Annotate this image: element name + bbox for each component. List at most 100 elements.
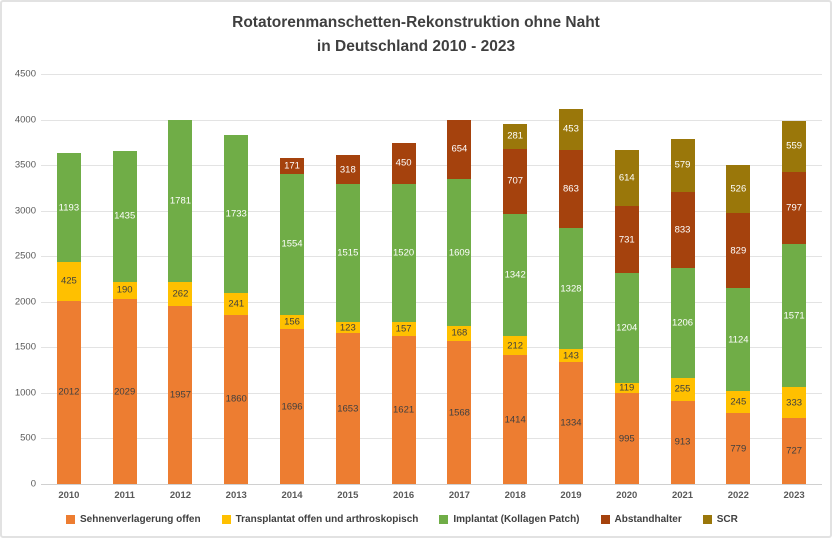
data-label: 707 [507,175,524,187]
data-label: 1733 [225,208,247,220]
bar-segment: 1571 [782,244,807,388]
legend-item: Abstandhalter [600,514,682,525]
gridline-500 [41,438,822,440]
legend-label: Transplantat offen und arthroskopisch [235,514,419,525]
bar-segment: 1957 [168,305,193,484]
bar-segment: 143 [558,349,583,363]
data-label: 2029 [114,386,136,398]
bar-segment: 1193 [56,153,81,262]
bar-segment: 1609 [447,179,472,326]
bar-segment: 863 [558,149,583,229]
data-label: 190 [116,284,133,296]
bar-segment: 1554 [280,173,305,316]
data-label: 333 [786,397,803,409]
bar-segment: 1781 [168,119,193,282]
data-label: 425 [60,275,77,287]
x-axis-tick-label: 2022 [727,490,749,501]
data-label: 1609 [448,247,470,259]
bar-segment: 262 [168,281,193,306]
data-label: 453 [563,123,579,135]
y-axis-tick-label: 500 [20,432,36,444]
y-axis-tick-label: 0 [30,478,36,490]
bar-segment: 829 [726,212,751,289]
bar-segment: 559 [782,120,807,172]
data-label: 829 [730,245,747,257]
gridline-2000 [41,301,822,303]
y-axis-tick-label: 1500 [14,341,36,353]
bar-segment: 1860 [224,314,249,484]
data-label: 318 [339,164,356,176]
data-label: 241 [228,298,245,310]
data-label: 559 [786,140,803,152]
gridline-3500 [41,165,822,167]
data-label: 1435 [114,210,136,222]
bar-segment: 1414 [503,355,528,484]
data-label: 863 [563,183,579,195]
data-label: 450 [395,157,412,169]
data-label: 281 [507,130,524,142]
data-label: 614 [618,172,635,184]
data-label: 1124 [728,334,749,345]
data-label: 156 [284,316,300,328]
x-axis-tick-label: 2023 [783,490,805,501]
bar-segment: 654 [447,119,472,180]
bar-segment: 168 [447,325,472,342]
data-label: 797 [786,202,803,214]
bar-segment: 1733 [224,134,249,293]
gridline-3000 [41,210,822,212]
stacked-bar-2016: 1621 157 1520 450 [391,142,416,484]
stacked-bar-2017: 1568 168 1609 654 [447,119,472,484]
data-label: 727 [786,445,803,457]
bar-segment: 1204 [614,272,639,383]
chart-legend: Sehnenverlagerung offen Transplantat offe… [66,514,830,525]
stacked-bar-2022: 779 245 1124 829 526 [726,164,751,484]
bar-segment: 526 [726,164,751,213]
bar-segment: 1342 [503,213,528,336]
data-label: 157 [395,323,412,335]
gridline-4000 [41,119,822,121]
bar-segment: 190 [112,281,137,300]
legend-swatch-icon [600,515,610,524]
bar-segment: 450 [391,142,416,184]
x-axis-tick-label: 2015 [337,490,359,501]
bar-segment: 1621 [391,336,416,484]
stacked-bar-2023: 727 333 1571 797 559 [782,120,807,484]
legend-swatch-icon [66,515,75,524]
data-label: 913 [674,436,691,448]
data-label: 262 [172,288,189,300]
data-label: 1696 [281,401,303,413]
bar-segment: 156 [280,315,305,330]
data-label: 168 [451,327,468,339]
bar-segment: 731 [614,206,639,273]
bar-segment: 1328 [558,228,583,350]
bar-segment: 318 [335,155,360,185]
bar-segment: 2012 [56,300,81,484]
gridline-1500 [41,347,822,349]
bar-segment: 913 [670,400,695,484]
legend-item: Sehnenverlagerung offen [66,514,201,525]
data-label: 1193 [58,202,80,214]
data-label: 119 [619,382,635,394]
stacked-bar-2012: 1957 262 1781 [168,119,193,484]
data-label: 654 [451,143,468,155]
legend-label: Implantat (Kollagen Patch) [453,514,580,525]
data-label: 1860 [225,393,247,405]
legend-swatch-icon [439,515,449,524]
bar-segment: 1568 [447,341,472,484]
bar-segment: 797 [782,171,807,245]
gridline-4500 [41,74,822,75]
data-label: 123 [339,322,356,334]
data-label: 1328 [560,283,582,295]
bar-segment: 1515 [335,184,360,323]
bar-segment: 1206 [670,267,695,378]
data-label: 779 [730,443,747,455]
data-label: 731 [618,234,635,246]
legend-label: Abstandhalter [614,514,682,525]
legend-label: SCR [716,514,738,525]
bar-segment: 241 [224,292,249,315]
bar-segment: 1520 [391,183,416,323]
bar-segment: 171 [280,158,305,174]
stacked-bar-2010: 2012 425 1193 [56,153,81,484]
x-axis-tick-label: 2019 [560,490,582,501]
